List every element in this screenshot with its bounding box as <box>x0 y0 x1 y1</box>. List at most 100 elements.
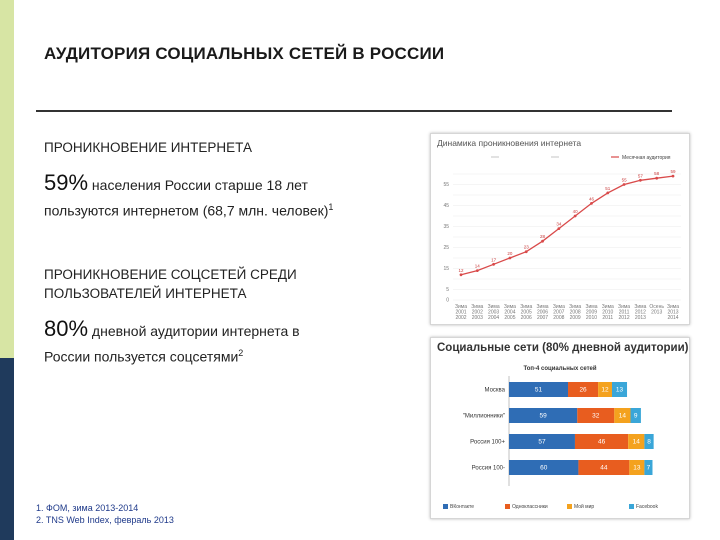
x-tick-label: 2013 <box>667 310 678 316</box>
section2-line1: дневной аудитории интернета в <box>88 323 300 339</box>
bar-segment <box>629 460 645 475</box>
section2-stat: 80% дневной аудитории интернета в России… <box>44 318 300 368</box>
bar-chart-svg: Топ-4 социальных сетей Москва 51 26 12 13 "Мил… <box>443 365 658 510</box>
bar-segment <box>598 382 612 397</box>
section2-heading: ПРОНИКНОВЕНИЕ СОЦСЕТЕЙ СРЕДИ ПОЛЬЗОВАТЕЛ… <box>44 265 297 303</box>
bar-segment <box>644 434 654 449</box>
bar-value-label: 44 <box>600 465 608 472</box>
data-point <box>671 174 675 178</box>
bar-value-label: 59 <box>540 413 548 420</box>
section2-heading-line2: ПОЛЬЗОВАТЕЛЕЙ ИНТЕРНЕТА <box>44 286 247 301</box>
bar-chart-title: Социальные сети (80% дневной аудитории) <box>437 342 689 354</box>
data-point <box>508 256 512 260</box>
data-label: 17 <box>491 257 497 262</box>
data-label: 59 <box>670 169 676 174</box>
x-tick-label: 2006 <box>521 315 532 321</box>
footnote-1: 1. ФОМ, зима 2013-2014 <box>36 503 139 513</box>
x-tick-label: 2003 <box>472 315 483 321</box>
bar-value-label: 51 <box>535 387 543 394</box>
data-label: 55 <box>622 178 628 183</box>
left-band-green <box>0 0 14 358</box>
bar-segment <box>611 382 628 397</box>
section2-heading-line1: ПРОНИКНОВЕНИЕ СОЦСЕТЕЙ СРЕДИ <box>44 267 297 282</box>
x-tick-label: 2005 <box>504 315 515 321</box>
bar-value-label: 46 <box>598 439 606 446</box>
section2-line2: России пользуется соцсетями <box>44 348 239 365</box>
x-tick-label: 2013 <box>651 310 662 316</box>
x-tick-label: Зима <box>585 304 597 310</box>
footnotes: 1. ФОМ, зима 2013-2014 2. TNS Web Index,… <box>36 502 174 526</box>
x-tick-label: Зима <box>455 304 467 310</box>
legend-swatch <box>505 504 510 509</box>
x-tick-label: Зима <box>569 304 581 310</box>
data-label: 40 <box>573 209 579 214</box>
data-label: 20 <box>507 251 513 256</box>
bar-value-label: 9 <box>634 413 638 420</box>
bar-segment <box>578 460 630 475</box>
line-chart-svg: Месячная аудитория051525354555Зима200120… <box>443 155 681 321</box>
x-tick-label: 2010 <box>586 315 597 321</box>
y-tick-label: 55 <box>443 182 449 188</box>
x-tick-label: 2001 <box>455 310 466 316</box>
legend-swatch <box>629 504 634 509</box>
y-tick-label: 5 <box>446 287 449 293</box>
x-tick-label: Зима <box>471 304 483 310</box>
x-tick-label: 2007 <box>537 315 548 321</box>
x-tick-label: 2002 <box>455 315 466 321</box>
section1-heading: ПРОНИКНОВЕНИЕ ИНТЕРНЕТА <box>44 140 252 155</box>
data-point <box>492 262 496 266</box>
data-point <box>622 183 626 186</box>
footnote-2: 2. TNS Web Index, февраль 2013 <box>36 515 174 525</box>
left-decorative-band <box>0 0 14 540</box>
x-tick-label: 2005 <box>521 310 532 316</box>
internet-penetration-chart: Динамика проникновения интернета Месячна… <box>430 133 690 325</box>
x-tick-label: Зима <box>602 304 614 310</box>
x-tick-label: 2014 <box>667 315 678 321</box>
bar-value-label: 13 <box>616 387 624 394</box>
x-tick-label: Зима <box>553 304 565 310</box>
data-point <box>459 273 463 277</box>
x-tick-label: Осень <box>649 304 664 310</box>
data-point <box>606 191 610 195</box>
data-point <box>655 176 659 180</box>
data-label: 28 <box>540 234 546 239</box>
bar-value-label: 57 <box>538 439 546 446</box>
left-band-navy <box>0 358 14 540</box>
category-label: Россия 100- <box>472 466 505 472</box>
bar-segment <box>568 382 599 397</box>
data-point <box>557 227 561 230</box>
bar-segment <box>509 382 569 397</box>
x-tick-label: 2004 <box>504 310 515 316</box>
data-label: 46 <box>589 196 595 201</box>
x-tick-label: 2008 <box>553 315 564 321</box>
x-tick-label: Зима <box>537 304 549 310</box>
y-tick-label: 45 <box>443 203 449 209</box>
x-tick-label: Зима <box>634 304 646 310</box>
x-tick-label: 2013 <box>635 315 646 321</box>
y-tick-label: 15 <box>443 266 449 272</box>
x-tick-label: 2006 <box>537 310 548 316</box>
x-tick-label: 2009 <box>586 310 597 316</box>
bar-segment <box>509 408 578 423</box>
bar-value-label: 32 <box>592 413 600 420</box>
category-label: Москва <box>485 388 506 394</box>
legend-label: Одноклассники <box>512 504 548 510</box>
x-tick-label: 2003 <box>488 310 499 316</box>
legend-label: Месячная аудитория <box>622 155 671 161</box>
y-tick-label: 25 <box>443 245 449 251</box>
x-tick-label: Зима <box>667 304 679 310</box>
y-tick-label: 0 <box>446 298 449 304</box>
bar-value-label: 14 <box>619 413 627 420</box>
x-tick-label: 2008 <box>570 310 581 316</box>
social-networks-chart: Социальные сети (80% дневной аудитории) … <box>430 337 690 519</box>
x-tick-label: 2011 <box>602 315 613 321</box>
x-tick-label: 2012 <box>635 310 646 316</box>
data-point <box>638 178 642 182</box>
data-point <box>524 250 528 254</box>
x-tick-label: 2004 <box>488 315 499 321</box>
x-tick-label: Зима <box>618 304 630 310</box>
bar-segment <box>628 434 645 449</box>
legend-swatch <box>443 504 448 509</box>
legend-swatch <box>567 504 572 509</box>
bar-value-label: 13 <box>633 465 641 472</box>
